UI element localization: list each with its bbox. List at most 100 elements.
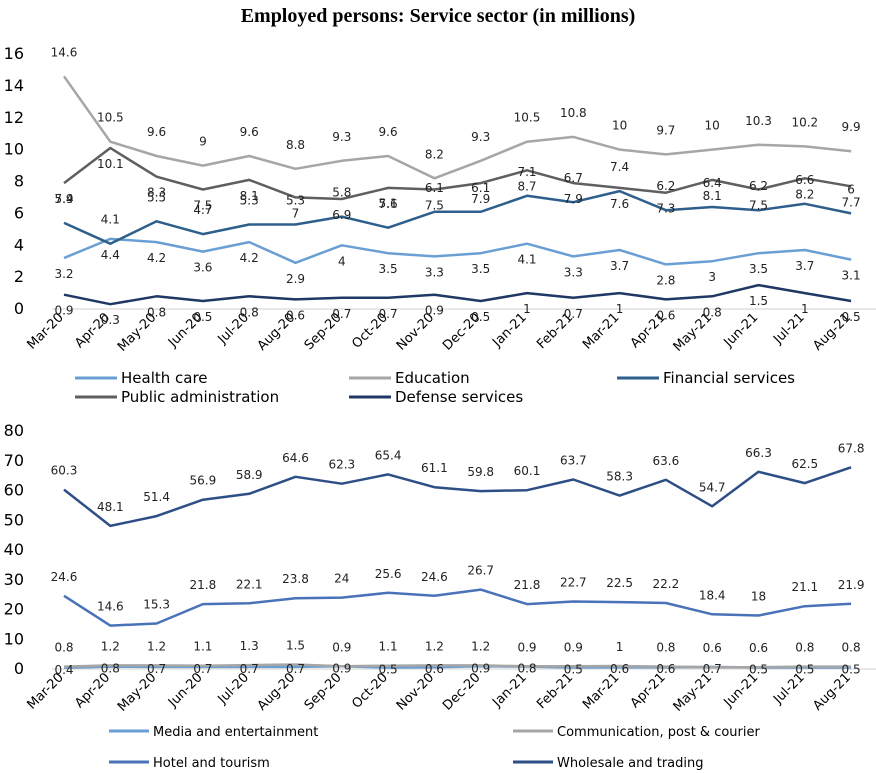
- data-label: 7.6: [379, 197, 398, 211]
- data-label: 9: [199, 135, 207, 149]
- data-label: 64.6: [282, 451, 309, 465]
- data-label: 10: [612, 119, 627, 133]
- data-label: 8.2: [425, 147, 444, 161]
- y-tick-label: 4: [14, 235, 24, 254]
- data-label: 9.6: [240, 125, 259, 139]
- data-label: 0.6: [656, 308, 675, 322]
- data-label: 0.7: [286, 662, 305, 676]
- data-label: 7.7: [842, 195, 861, 209]
- data-label: 6.9: [332, 208, 351, 222]
- data-label: 3.7: [610, 259, 629, 273]
- data-label: 7.9: [54, 192, 73, 206]
- data-label: 26.7: [467, 564, 494, 578]
- data-label: 15.3: [143, 597, 170, 611]
- data-label: 8.8: [286, 138, 305, 152]
- y-tick-label: 12: [4, 108, 24, 127]
- data-label: 2.8: [656, 273, 675, 287]
- data-label: 0.3: [101, 313, 120, 327]
- data-label: 7.6: [610, 197, 629, 211]
- x-tick-label: Jun-20: [165, 670, 206, 711]
- series-line-hotel-and-tourism: [63, 588, 852, 627]
- data-label: 4.1: [517, 253, 536, 267]
- y-tick-label: 16: [4, 44, 24, 63]
- series-line-financial-services: [63, 189, 852, 245]
- data-label: 3.3: [425, 265, 444, 279]
- y-tick-label: 60: [4, 481, 24, 500]
- data-label: 21.1: [791, 580, 818, 594]
- data-label: 0.6: [610, 662, 629, 676]
- data-label: 0.7: [332, 307, 351, 321]
- data-label: 0.7: [240, 662, 259, 676]
- data-label: 5.8: [332, 186, 351, 200]
- legend-label: Hotel and tourism: [153, 756, 270, 771]
- x-tick-label: Jun-21: [721, 310, 762, 351]
- data-label: 1.1: [379, 640, 398, 654]
- data-label: 7.1: [517, 165, 536, 179]
- y-tick-label: 14: [4, 76, 24, 95]
- data-label: 3.6: [193, 261, 212, 275]
- data-label: 5.3: [286, 194, 305, 208]
- data-label: 8.1: [703, 189, 722, 203]
- data-label: 4.4: [101, 248, 120, 262]
- data-label: 0.8: [517, 662, 536, 676]
- data-label: 0.9: [471, 661, 490, 675]
- data-label: 0.8: [703, 305, 722, 319]
- data-label: 0.6: [749, 641, 768, 655]
- data-label: 51.4: [143, 490, 170, 504]
- data-label: 0.5: [379, 663, 398, 677]
- data-label: 22.5: [606, 576, 633, 590]
- data-label: 0.5: [564, 663, 583, 677]
- data-label: 8.1: [240, 189, 259, 203]
- data-label: 58.9: [236, 468, 263, 482]
- data-label: 10.1: [97, 157, 124, 171]
- data-label: 0.5: [842, 310, 861, 324]
- data-label: 0.9: [517, 640, 536, 654]
- legend-label: Financial services: [663, 369, 795, 387]
- data-label: 7: [292, 206, 300, 220]
- data-label: 8.7: [517, 179, 536, 193]
- data-label: 0.8: [240, 305, 259, 319]
- legend-label: Communication, post & courier: [557, 725, 761, 740]
- data-label: 8.2: [795, 187, 814, 201]
- y-tick-label: 2: [14, 267, 24, 286]
- series-line-education: [62, 75, 852, 180]
- data-label: 3.5: [749, 262, 768, 276]
- data-label: 65.4: [375, 448, 402, 462]
- data-label: 59.8: [467, 465, 494, 479]
- data-label: 3.7: [795, 259, 814, 273]
- data-label: 22.7: [560, 575, 587, 589]
- data-label: 1.5: [749, 294, 768, 308]
- x-tick-label: Aug-20: [255, 670, 299, 714]
- data-label: 9.6: [379, 125, 398, 139]
- data-label: 8.3: [147, 186, 166, 200]
- data-label: 10.5: [514, 111, 541, 125]
- data-label: 1.2: [471, 639, 490, 653]
- y-tick-label: 10: [4, 140, 24, 159]
- data-label: 3.2: [54, 267, 73, 281]
- data-label: 1.1: [193, 640, 212, 654]
- series-line-communication-post-courier: [63, 663, 852, 669]
- data-label: 3: [708, 270, 716, 284]
- series-line-health-care: [63, 237, 852, 266]
- x-tick-label: Apr-21: [628, 670, 669, 711]
- data-label: 10: [705, 119, 720, 133]
- data-label: 0.6: [286, 308, 305, 322]
- data-label: 7.5: [425, 198, 444, 212]
- data-label: 0.9: [425, 304, 444, 318]
- data-label: 18: [751, 589, 766, 603]
- data-label: 7.9: [564, 192, 583, 206]
- data-label: 2.9: [286, 272, 305, 286]
- data-label: 48.1: [97, 500, 124, 514]
- data-label: 6.1: [471, 181, 490, 195]
- x-tick-label: Sep-20: [302, 670, 345, 713]
- data-label: 23.8: [282, 572, 309, 586]
- y-tick-label: 30: [4, 570, 24, 589]
- x-tick-label: Aug-21: [810, 670, 854, 714]
- data-label: 62.3: [328, 458, 355, 472]
- data-label: 5.4: [54, 192, 73, 206]
- x-tick-label: Nov-20: [394, 670, 437, 713]
- data-label: 9.7: [656, 123, 675, 137]
- legend-label: Wholesale and trading: [557, 756, 704, 771]
